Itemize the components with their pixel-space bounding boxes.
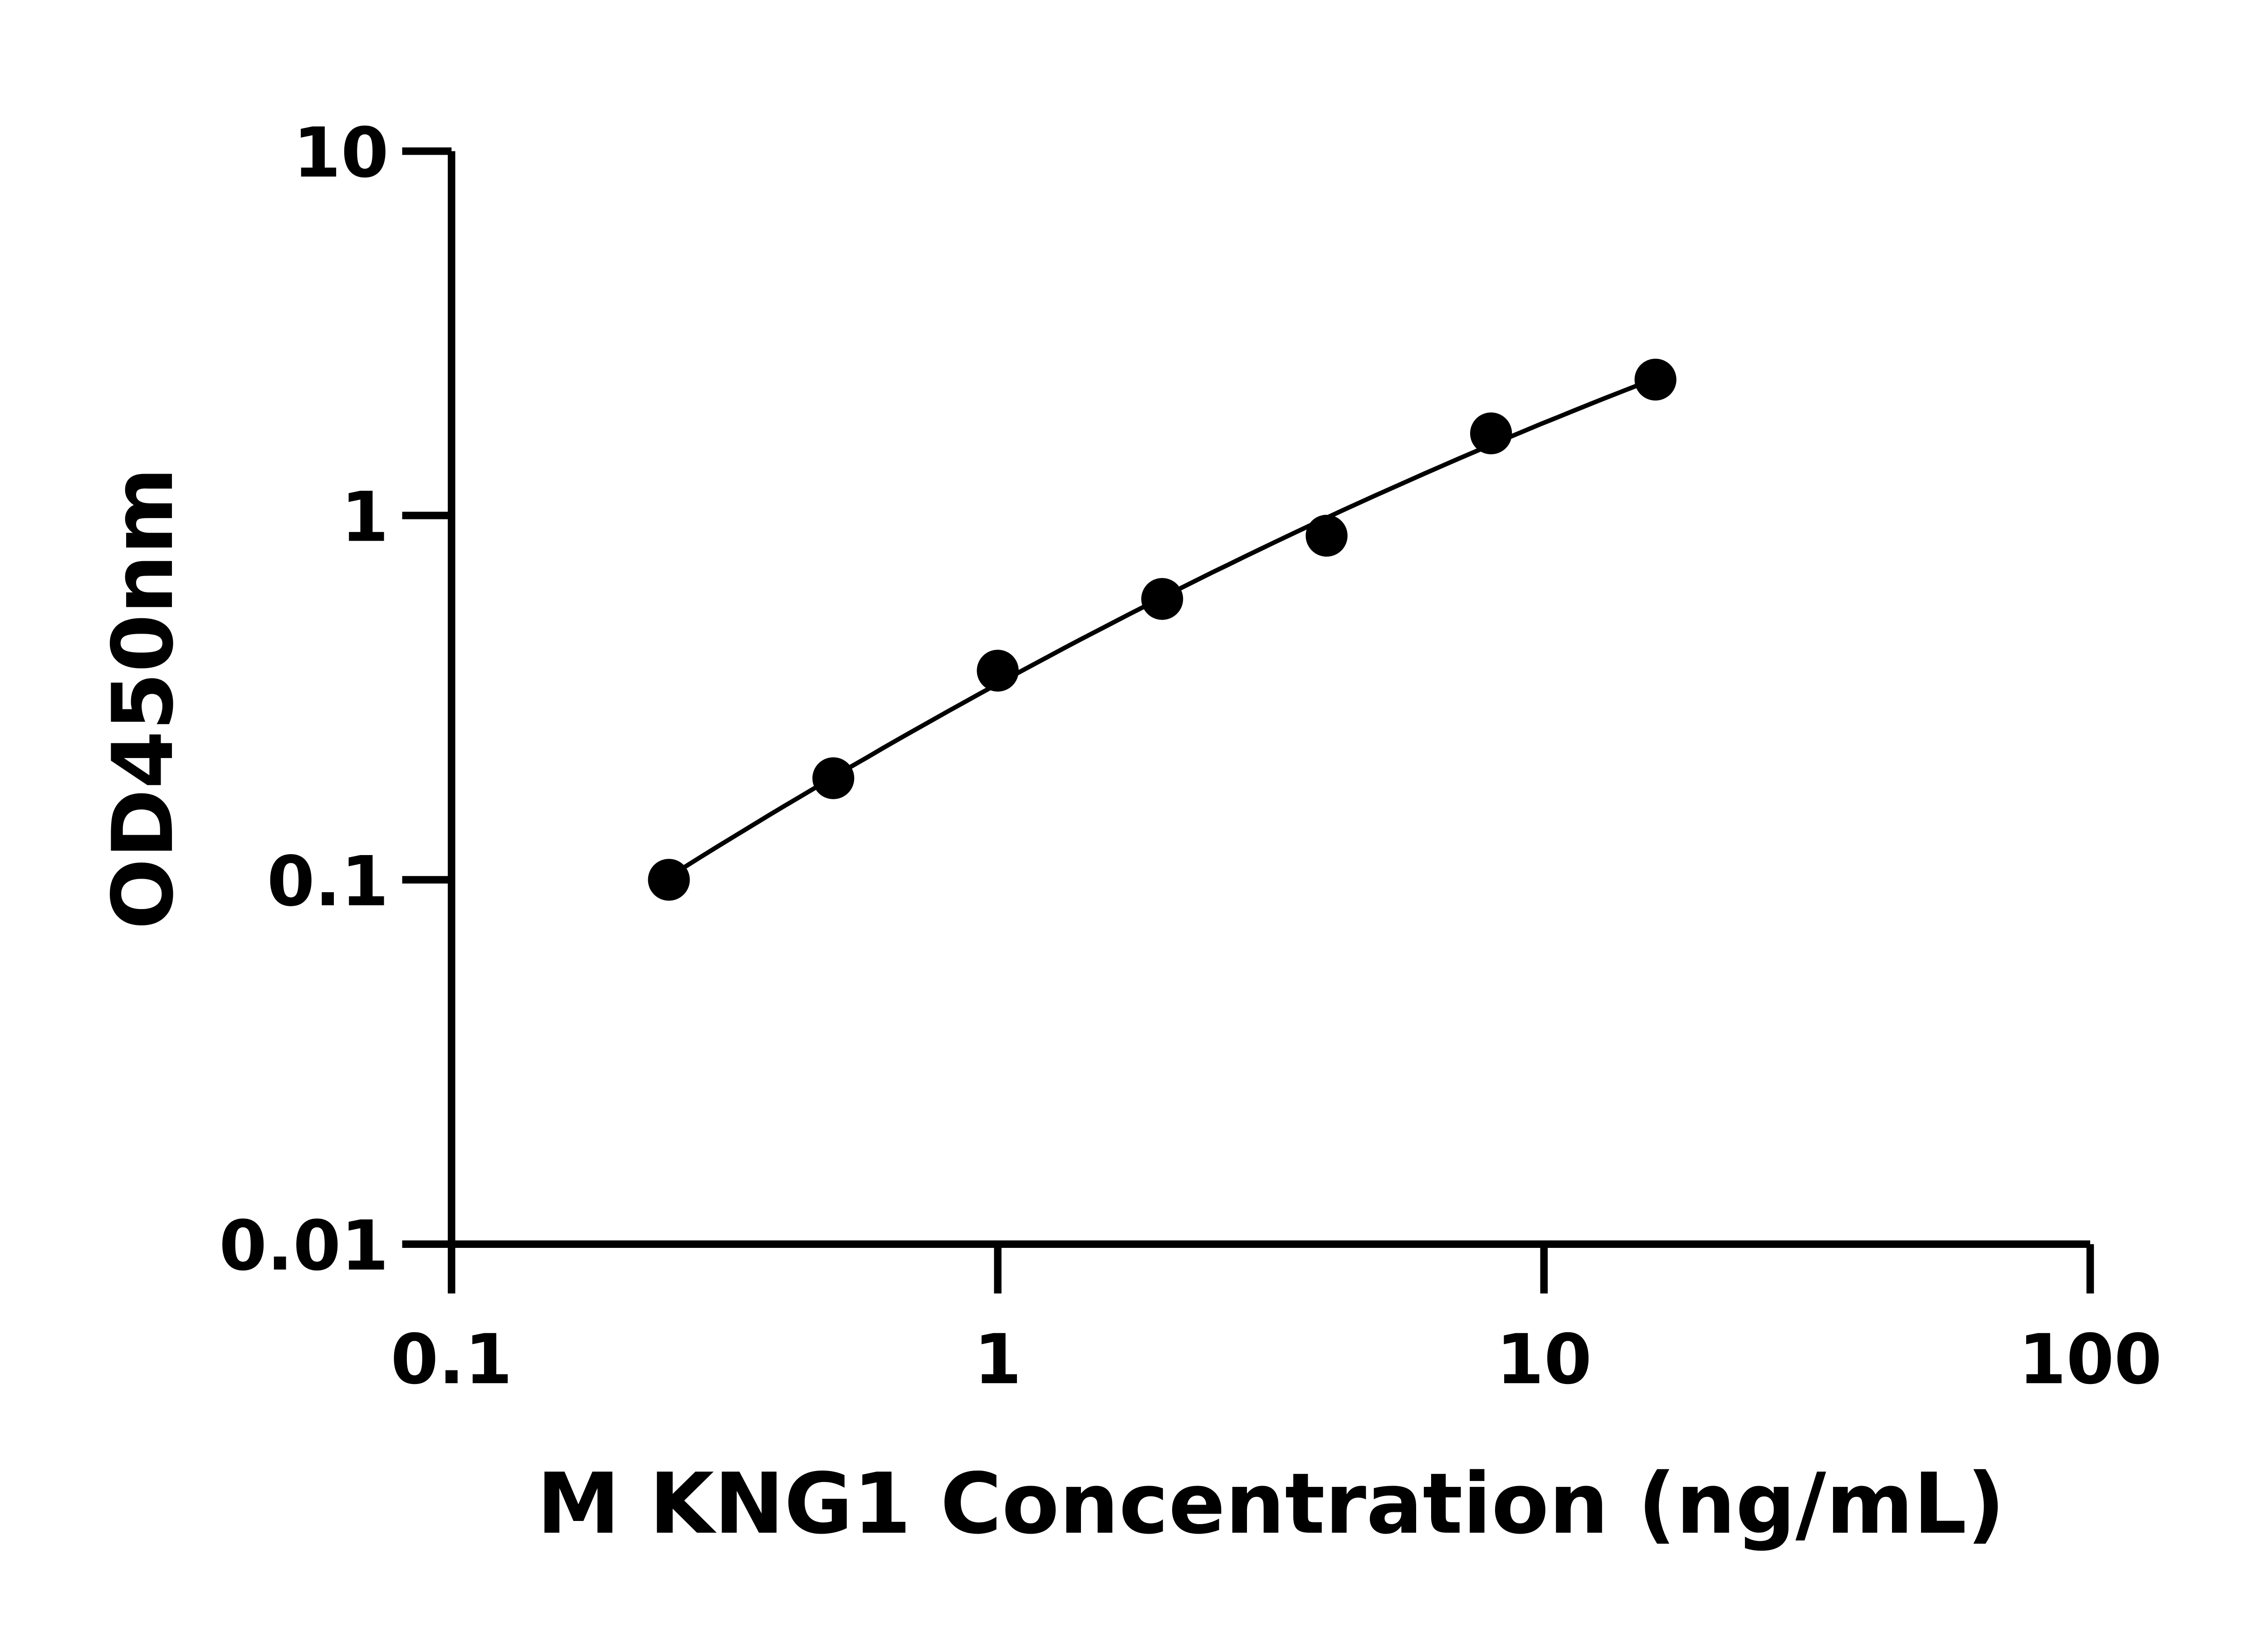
- fit-line: [668, 376, 1657, 879]
- data-points: [648, 358, 1677, 901]
- y-tick-label: 1: [341, 477, 389, 557]
- data-point: [977, 650, 1019, 692]
- y-axis-label: OD450nm: [94, 467, 192, 929]
- x-tick-label: 1: [974, 1319, 1022, 1399]
- data-point: [1634, 358, 1677, 401]
- x-tick-label: 10: [1496, 1319, 1592, 1399]
- axes: [402, 147, 2094, 1294]
- x-axis-label: M KNG1 Concentration (ng/mL): [537, 1455, 2005, 1553]
- data-point: [1470, 412, 1512, 455]
- data-point: [1305, 514, 1348, 557]
- fit-line-group: [668, 376, 1657, 879]
- x-tick-label: 100: [2019, 1319, 2162, 1399]
- data-point: [1141, 578, 1183, 620]
- y-tick-label: 0.1: [267, 841, 389, 922]
- y-tick-label: 10: [293, 112, 389, 193]
- data-point: [812, 757, 855, 799]
- x-tick-label: 0.1: [391, 1319, 513, 1399]
- data-point: [648, 859, 690, 901]
- y-tick-label: 0.01: [219, 1206, 389, 1286]
